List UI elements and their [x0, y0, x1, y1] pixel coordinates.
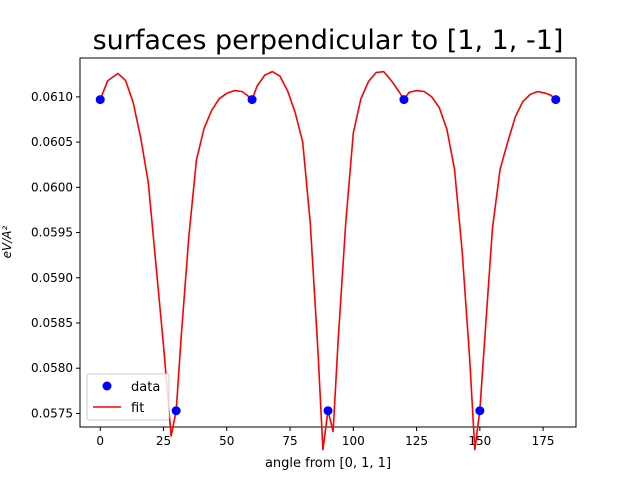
legend: data fit: [86, 373, 170, 421]
x-tick-label: 150: [468, 434, 491, 448]
x-tick-label: 100: [342, 434, 365, 448]
legend-data-label: data: [131, 380, 160, 395]
data-point: [551, 95, 561, 105]
chart-title: surfaces perpendicular to [1, 1, -1]: [93, 25, 564, 56]
y-tick-label: 0.0595: [31, 226, 73, 240]
y-tick-label: 0.0605: [31, 135, 73, 149]
data-point: [399, 95, 409, 105]
series-layer: [95, 70, 561, 451]
data-point: [95, 95, 105, 105]
y-tick-label: 0.0600: [31, 180, 73, 194]
data-point: [323, 406, 333, 416]
x-tick-label: 25: [156, 434, 171, 448]
legend-data-marker: [102, 381, 112, 391]
y-tick-label: 0.0585: [31, 316, 73, 330]
data-point: [171, 406, 181, 416]
legend-fit-label: fit: [131, 401, 144, 416]
y-axis: 0.0575 0.0580 0.0585 0.0590 0.0595 0.0600 0.06…: [31, 90, 80, 420]
x-axis: 0 25 50 75 100 125 150 175: [96, 427, 555, 448]
x-tick-label: 50: [219, 434, 234, 448]
x-axis-label: angle from [0, 1, 1]: [265, 456, 391, 471]
x-tick-label: 175: [532, 434, 555, 448]
y-tick-label: 0.0580: [31, 361, 73, 375]
x-tick-label: 125: [405, 434, 428, 448]
plot-frame: [79, 57, 577, 428]
y-axis-label: eV/A²: [0, 225, 14, 258]
y-tick-label: 0.0610: [31, 90, 73, 104]
data-point: [247, 95, 257, 105]
y-tick-label: 0.0575: [31, 406, 73, 420]
data-point: [475, 406, 485, 416]
x-tick-label: 75: [282, 434, 297, 448]
x-tick-label: 0: [96, 434, 104, 448]
plot-area: 0 25 50 75 100 125 150 175 0.05750.05800.05850.…: [31, 57, 577, 451]
y-tick-label: 0.0590: [31, 271, 73, 285]
fit-line: [99, 70, 557, 451]
